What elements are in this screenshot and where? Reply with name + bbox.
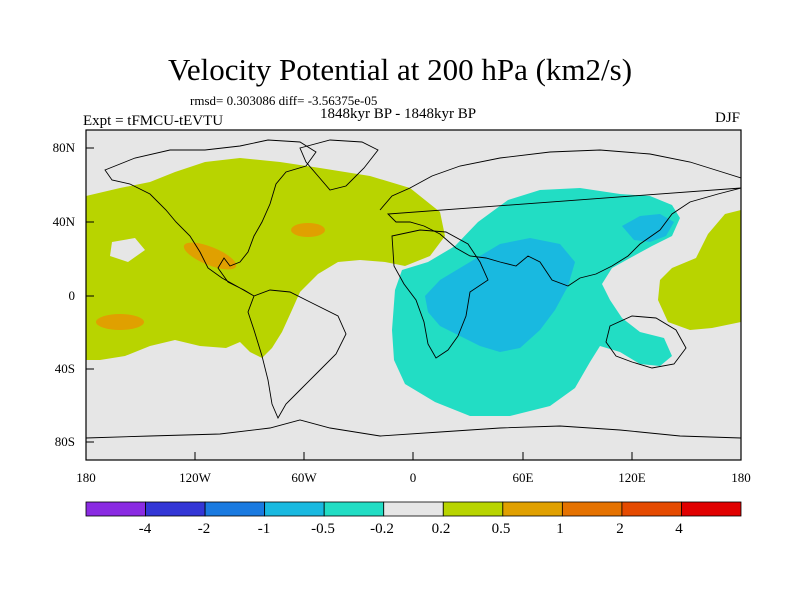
colorbar-swatch (502, 501, 563, 517)
positive-anomaly-western-hemisphere (86, 158, 445, 360)
colorbar (85, 501, 742, 517)
coast-antarctica (86, 419, 741, 439)
negative-anomaly-core (425, 238, 575, 352)
colorbar-label: 1 (556, 521, 564, 537)
colorbar-label: 4 (675, 521, 683, 537)
colorbar-swatch (264, 501, 325, 517)
positive-anomaly-atlantic (291, 223, 325, 237)
coast-north-america (104, 139, 317, 297)
positive-anomaly-peaks (96, 223, 325, 330)
lat-label-0: 0 (68, 288, 76, 303)
period-label: 1848kyr BP - 1848kyr BP (320, 106, 477, 122)
colorbar-swatch (561, 501, 623, 517)
colorbar-label: 0.5 (491, 521, 511, 537)
negative-anomaly-japan (622, 214, 674, 242)
lon-label-180e: 180 (731, 470, 751, 485)
experiment-label: Expt = tFMCU-tEVTU (83, 113, 224, 129)
lon-label-60e: 60E (512, 470, 534, 485)
lat-label-40n: 40N (52, 214, 75, 229)
coast-australia (605, 315, 687, 369)
lon-label-0: 0 (409, 470, 417, 485)
colorbar-swatch (85, 501, 146, 517)
lat-ticks (86, 147, 94, 443)
lon-label-180w: 180 (76, 470, 96, 485)
colorbar-swatch (204, 501, 266, 517)
colorbar-swatch (383, 501, 444, 517)
positive-anomaly-mexico (183, 242, 237, 270)
lon-label-60w: 60W (291, 470, 317, 485)
lat-label-80s: 80S (54, 434, 75, 449)
colorbar-label: 2 (616, 521, 624, 537)
colorbar-label: -4 (138, 521, 152, 537)
lat-label-40s: 40S (54, 361, 75, 376)
colorbar-swatch (442, 501, 504, 517)
colorbar-label: -2 (197, 521, 211, 537)
lon-label-120w: 120W (179, 470, 211, 485)
colorbar-swatch (323, 501, 385, 517)
plot-title: Velocity Potential at 200 hPa (km2/s) (167, 52, 633, 87)
season-label: DJF (714, 110, 740, 126)
coast-south-america (247, 289, 347, 420)
lon-ticks (85, 452, 742, 460)
positive-anomaly-region (86, 158, 741, 360)
positive-anomaly-pacific-east (658, 210, 741, 330)
stats-text: rmsd= 0.303086 diff= -3.56375e-05 (190, 93, 378, 108)
coast-greenland (299, 139, 379, 191)
coast-africa (391, 229, 489, 359)
coast-europe-asia (379, 149, 741, 287)
lat-label-80n: 80N (52, 140, 75, 155)
colorbar-swatch (681, 501, 742, 517)
negative-anomaly-core-region (425, 214, 674, 352)
colorbar-label: -0.5 (311, 521, 335, 537)
coastlines (86, 139, 741, 439)
colorbar-swatch (145, 501, 206, 517)
positive-anomaly-south-pacific (96, 314, 144, 330)
colorbar-label: 0.2 (431, 521, 451, 537)
colorbar-swatch (621, 501, 682, 517)
colorbar-label: -0.2 (370, 521, 394, 537)
lon-label-120e: 120E (618, 470, 646, 485)
colorbar-label: -1 (257, 521, 271, 537)
